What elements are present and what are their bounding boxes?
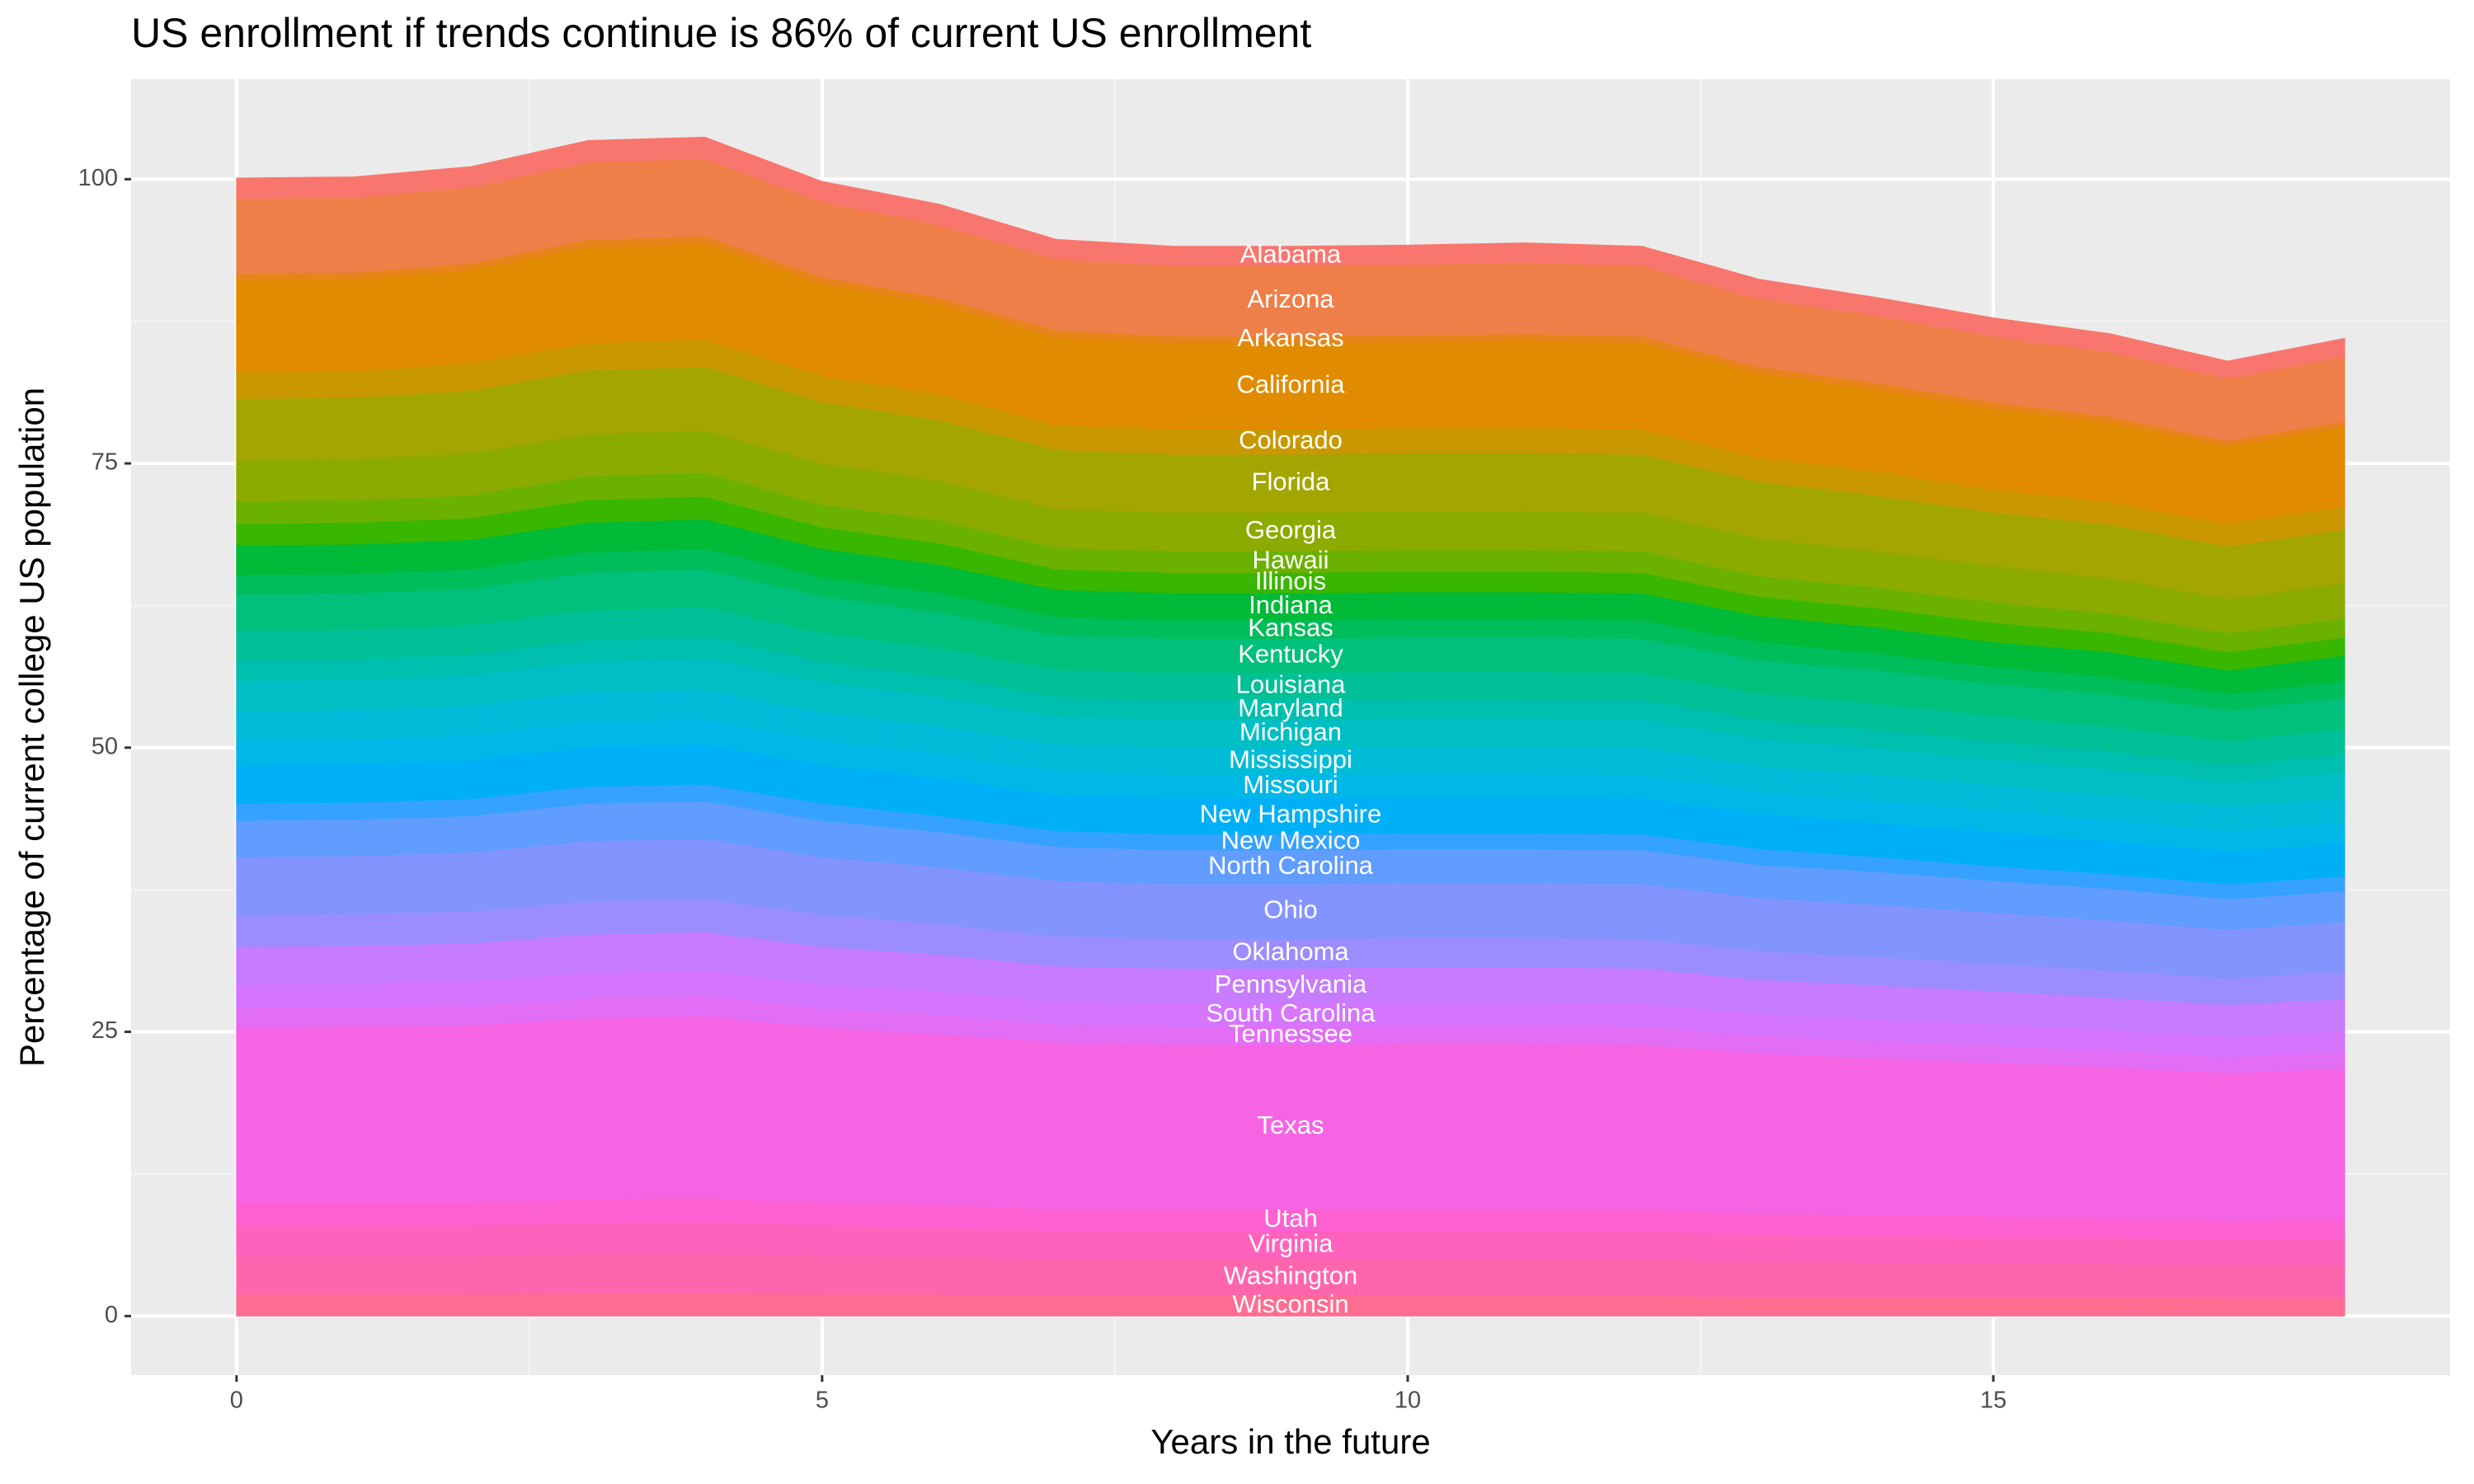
series-label: Wisconsin bbox=[1232, 1289, 1348, 1318]
series-label: Virginia bbox=[1249, 1228, 1334, 1257]
x-tick-label: 0 bbox=[230, 1388, 243, 1414]
series-label: Alabama bbox=[1240, 240, 1342, 269]
series-label: Colorado bbox=[1239, 425, 1343, 454]
y-tick-label: 75 bbox=[92, 449, 118, 476]
series-label: Texas bbox=[1258, 1111, 1324, 1139]
series-label: Illinois bbox=[1255, 566, 1326, 595]
y-tick-label: 25 bbox=[92, 1017, 118, 1044]
series-label: Tennessee bbox=[1229, 1019, 1352, 1048]
series-label: Missouri bbox=[1243, 770, 1338, 799]
series-label: Washington bbox=[1224, 1261, 1358, 1290]
series-label: South Carolina bbox=[1206, 998, 1376, 1027]
series-label: Ohio bbox=[1263, 895, 1317, 924]
series-label: Florida bbox=[1252, 467, 1331, 495]
y-tick-label: 50 bbox=[92, 733, 118, 759]
series-label: Utah bbox=[1263, 1204, 1317, 1233]
y-tick-label: 0 bbox=[105, 1302, 118, 1328]
series-label: Georgia bbox=[1245, 515, 1337, 544]
chart-title: US enrollment if trends continue is 86% … bbox=[131, 10, 1311, 56]
x-tick-label: 5 bbox=[816, 1388, 829, 1414]
series-label: New Hampshire bbox=[1200, 800, 1382, 829]
y-axis-title: Percentage of current college US populat… bbox=[12, 387, 51, 1067]
x-tick-label: 10 bbox=[1395, 1388, 1421, 1414]
series-label: Indiana bbox=[1249, 590, 1333, 619]
series-label: Michigan bbox=[1239, 717, 1342, 746]
series-label: Mississippi bbox=[1229, 745, 1352, 774]
series-label: Arkansas bbox=[1237, 323, 1343, 352]
series-label: Arizona bbox=[1247, 284, 1334, 313]
series-label: Kentucky bbox=[1238, 639, 1343, 668]
areas bbox=[236, 136, 2345, 1317]
series-label: Pennsylvania bbox=[1215, 970, 1367, 998]
x-axis-title: Years in the future bbox=[1150, 1422, 1430, 1461]
series-label: Kansas bbox=[1248, 613, 1333, 642]
x-tick-label: 15 bbox=[1980, 1388, 2006, 1414]
series-label: New Mexico bbox=[1221, 825, 1361, 854]
area bbox=[236, 136, 2345, 379]
series-label: Oklahoma bbox=[1232, 937, 1349, 966]
series-label: Maryland bbox=[1238, 693, 1343, 722]
series-label: Hawaii bbox=[1252, 546, 1329, 575]
y-tick-label: 100 bbox=[78, 165, 118, 191]
series-label: North Carolina bbox=[1208, 851, 1374, 880]
series-label: California bbox=[1237, 370, 1346, 399]
series-label: Louisiana bbox=[1236, 670, 1346, 699]
